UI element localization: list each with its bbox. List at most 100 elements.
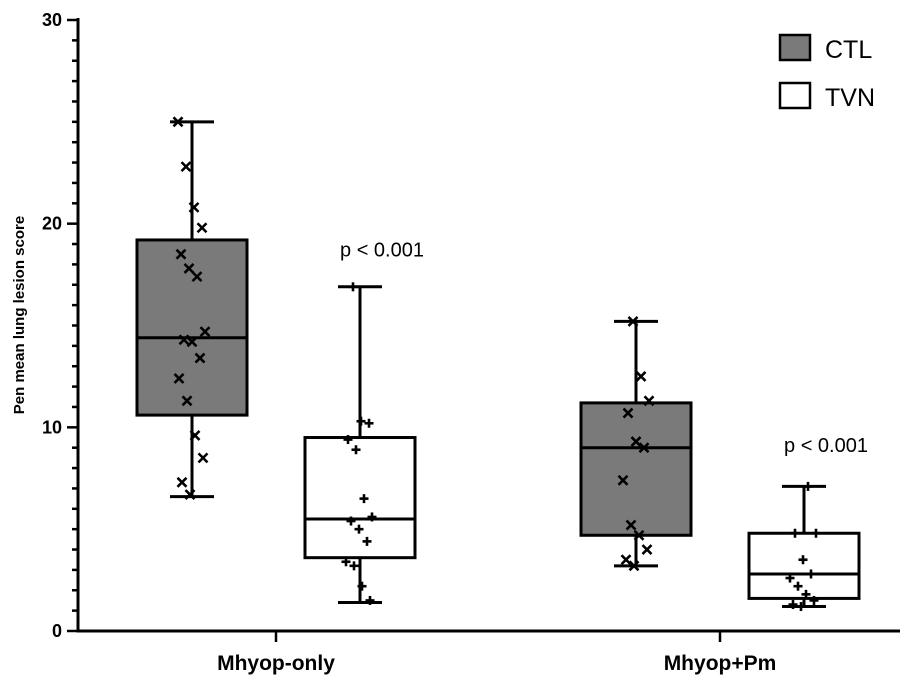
- data-point: [635, 370, 647, 382]
- data-point: [367, 512, 377, 522]
- point-stroke: [175, 248, 187, 260]
- data-point: [620, 554, 632, 566]
- legend-swatch: [778, 81, 812, 110]
- point-stroke: [191, 271, 203, 283]
- x-tick-label: Mhyop+Pm: [664, 652, 777, 675]
- point-stroke: [630, 436, 642, 448]
- data-point: [625, 519, 637, 531]
- box-ctl-0: [135, 116, 249, 500]
- data-point: [343, 435, 353, 445]
- data-point: [176, 476, 188, 488]
- data-point: [191, 271, 203, 283]
- point-stroke: [176, 476, 188, 488]
- point-stroke: [625, 519, 637, 531]
- legend-item-tvn: TVN: [778, 81, 875, 112]
- data-point: [641, 544, 653, 555]
- point-stroke: [184, 489, 196, 500]
- point-stroke: [186, 336, 198, 348]
- point-stroke: [172, 116, 184, 128]
- box-tvn-1: [747, 481, 861, 612]
- box-iqr: [747, 531, 861, 600]
- point-stroke: [194, 352, 206, 364]
- data-point: [811, 528, 821, 538]
- data-point: [194, 352, 206, 364]
- legend-label: CTL: [825, 36, 872, 64]
- data-point: [199, 326, 211, 338]
- y-tick-label: 30: [42, 10, 62, 30]
- data-point: [349, 561, 359, 571]
- y-tick-label: 20: [42, 214, 62, 234]
- data-point: [188, 201, 200, 213]
- point-stroke: [641, 544, 653, 555]
- legend-label: TVN: [825, 84, 875, 112]
- data-point: [184, 489, 196, 500]
- data-point: [341, 557, 351, 567]
- legend-item-ctl: CTL: [778, 33, 872, 64]
- p-value-annotation: p < 0.001: [340, 239, 424, 261]
- box-ctl-1: [579, 316, 693, 572]
- data-point: [796, 602, 806, 612]
- data-point: [806, 569, 816, 579]
- point-stroke: [643, 395, 655, 407]
- point-stroke: [173, 373, 185, 384]
- point-stroke: [178, 334, 190, 346]
- data-point: [346, 516, 356, 526]
- data-point: [362, 536, 372, 546]
- point-stroke: [635, 370, 647, 382]
- data-point: [354, 524, 364, 534]
- point-stroke: [627, 316, 639, 327]
- x-tick-label: Mhyop-only: [217, 652, 335, 675]
- point-stroke: [180, 161, 192, 173]
- data-point: [633, 529, 645, 541]
- data-point: [173, 373, 185, 384]
- point-stroke: [620, 554, 632, 566]
- data-point: [348, 282, 358, 292]
- data-point: [186, 336, 198, 348]
- data-point: [178, 334, 190, 346]
- data-point: [356, 416, 366, 426]
- data-point: [175, 248, 187, 260]
- data-point: [788, 600, 798, 610]
- data-point: [643, 395, 655, 407]
- point-stroke: [197, 452, 209, 464]
- data-point: [365, 595, 375, 605]
- point-stroke: [183, 263, 195, 274]
- box-iqr: [135, 238, 249, 417]
- data-point: [622, 407, 634, 419]
- box-tvn-0: [303, 282, 417, 605]
- point-stroke: [196, 222, 208, 234]
- y-tick-label: 10: [42, 417, 62, 437]
- point-stroke: [633, 529, 645, 541]
- plot-area: p < 0.001 p < 0.001: [135, 116, 868, 612]
- data-point: [638, 442, 650, 454]
- y-tick-label: 0: [52, 621, 62, 641]
- legend-swatch: [778, 33, 812, 62]
- point-stroke: [617, 474, 629, 486]
- point-stroke: [188, 201, 200, 213]
- data-point: [617, 474, 629, 486]
- data-point: [351, 445, 361, 455]
- data-point: [197, 452, 209, 464]
- data-point: [180, 161, 192, 173]
- point-stroke: [199, 326, 211, 338]
- data-point: [798, 555, 808, 565]
- data-point: [196, 222, 208, 234]
- point-stroke: [638, 442, 650, 454]
- data-point: [803, 481, 813, 491]
- y-axis-label: Pen mean lung lesion score: [11, 216, 28, 414]
- data-point: [357, 581, 367, 591]
- p-value-annotation: p < 0.001: [784, 435, 868, 457]
- data-point: [189, 430, 201, 441]
- axes: 0 10 20 30 Mhyop-only Mhyop+Pm: [42, 10, 900, 675]
- data-point: [628, 560, 640, 572]
- data-point: [181, 395, 193, 407]
- data-point: [359, 494, 369, 504]
- data-point: [172, 116, 184, 128]
- data-point: [183, 263, 195, 274]
- point-stroke: [189, 430, 201, 441]
- data-point: [790, 528, 800, 538]
- point-stroke: [622, 407, 634, 419]
- point-stroke: [628, 560, 640, 572]
- data-point: [809, 595, 819, 605]
